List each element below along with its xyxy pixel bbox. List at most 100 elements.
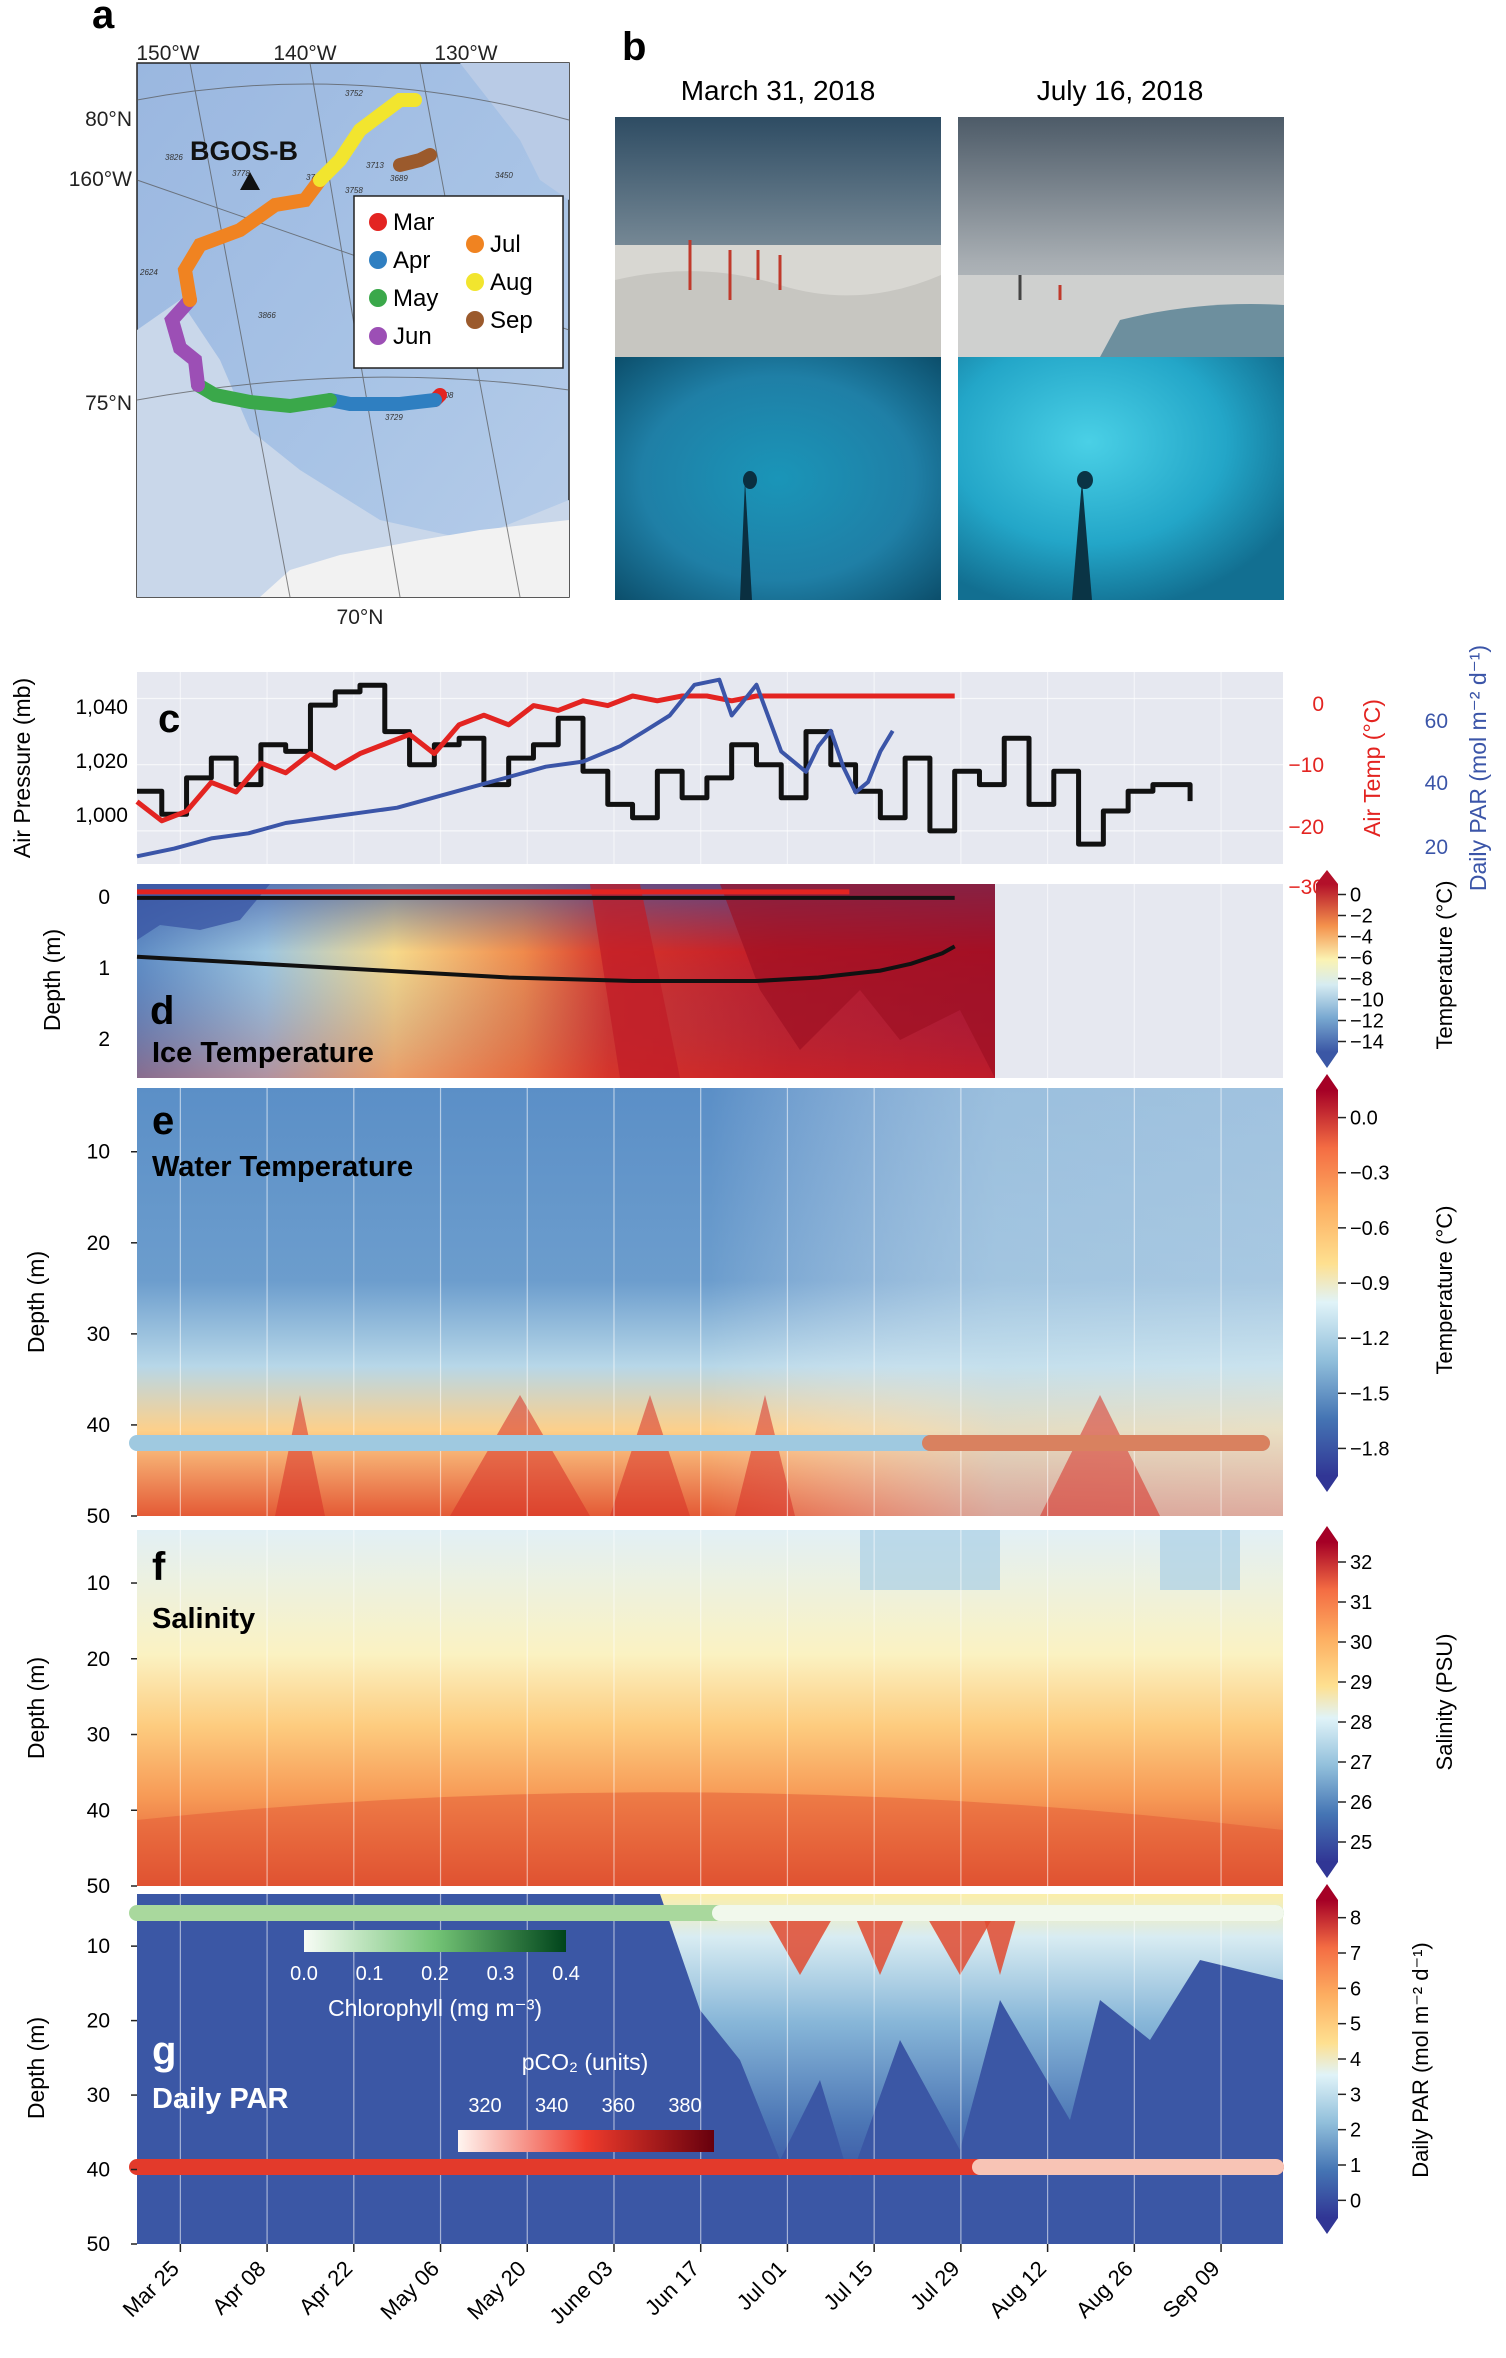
colorbar-tick: 26 xyxy=(1350,1792,1372,1814)
warm-intrusion xyxy=(1040,1395,1160,1516)
colorbar-label: Daily PAR (mol m⁻² d⁻¹) xyxy=(1408,1942,1433,2178)
colorbar-tick: 3 xyxy=(1350,2084,1361,2106)
chlorophyll-tick: 0.3 xyxy=(487,1963,515,1985)
x-tick-label: May 20 xyxy=(462,2256,531,2325)
ice-bottom-line xyxy=(136,944,956,983)
colorbar-tick: −12 xyxy=(1350,1011,1384,1033)
pco2-tick: 340 xyxy=(535,2095,568,2117)
x-axis: Mar 25 Apr 08 Apr 22 May 06 May 20 June 03 Jun… xyxy=(118,2244,1225,2329)
panel-g-title: Daily PAR xyxy=(152,2083,289,2115)
y-tick-left: 1,020 xyxy=(75,750,128,773)
y-ticks: 10 20 30 40 50 xyxy=(87,1141,137,1528)
colorbar-tick: 31 xyxy=(1350,1592,1372,1614)
y-tick: 30 xyxy=(87,1323,110,1346)
colorbar-ticks: 8 7 6 5 4 3 2 1 0 xyxy=(1338,1908,1361,2212)
y-tick: 40 xyxy=(87,2159,110,2182)
panel-e-letter: e xyxy=(152,1099,174,1143)
colorbar-tick: 28 xyxy=(1350,1712,1372,1734)
colorbar-tick: 30 xyxy=(1350,1632,1372,1654)
par-features xyxy=(760,1905,1020,1975)
colorbar xyxy=(1316,1542,1338,1862)
x-tick-label: Apr 22 xyxy=(294,2256,358,2320)
y-axis-label: Depth (m) xyxy=(23,1657,49,1759)
colorbar-tick: 2 xyxy=(1350,2120,1361,2142)
pco2-colorbar xyxy=(458,2130,714,2152)
panel-d: d Ice Temperature Depth (m) 0 1 2 0−2−4−… xyxy=(39,870,1457,1078)
y-tick-air-temp: −20 xyxy=(1288,816,1324,839)
salinity-features xyxy=(137,1530,1283,1886)
y-tick: 30 xyxy=(87,1724,110,1747)
y-tick: 10 xyxy=(87,1572,110,1595)
colorbar-ticks: 32 31 30 29 28 27 26 25 xyxy=(1338,1552,1372,1854)
fresh-surface-patch xyxy=(860,1530,1000,1590)
y-tick: 50 xyxy=(87,1505,110,1528)
chlorophyll-tick: 0.2 xyxy=(421,1963,449,1985)
colorbar-tick: −2 xyxy=(1350,906,1373,928)
colorbar xyxy=(1316,1090,1338,1476)
y-tick: 20 xyxy=(87,1232,110,1255)
y-tick: 10 xyxy=(87,1935,110,1958)
colorbar-tick: −4 xyxy=(1350,927,1373,949)
pco2-tick: 380 xyxy=(668,2095,701,2117)
series-air-temp xyxy=(135,693,955,824)
x-tick-label: Aug 12 xyxy=(984,2256,1051,2323)
warm-intrusion xyxy=(610,1395,690,1516)
chlorophyll-colorbar xyxy=(304,1930,566,1952)
y-tick-left: 1,040 xyxy=(75,696,128,719)
y-tick-left: 1,000 xyxy=(75,804,128,827)
panel-f-title: Salinity xyxy=(152,1603,255,1635)
x-tick-label: Jul 01 xyxy=(732,2256,791,2315)
chlorophyll-tick: 0.1 xyxy=(356,1963,384,1985)
warm-region xyxy=(720,884,995,1078)
chlorophyll-tick: 0.0 xyxy=(290,1963,318,1985)
plot-background xyxy=(137,672,1283,864)
series-air-pressure xyxy=(137,682,1193,847)
colorbar-label: Salinity (PSU) xyxy=(1432,1634,1457,1771)
y-axis-label: Depth (m) xyxy=(23,1251,49,1353)
x-tick-label: May 06 xyxy=(375,2256,444,2325)
y-tick: 40 xyxy=(87,1414,110,1437)
colorbar-tick: −1.2 xyxy=(1350,1328,1389,1350)
colorbar-tick: 0 xyxy=(1350,2190,1361,2212)
gridlines xyxy=(179,672,1222,864)
panel-f-letter: f xyxy=(152,1545,166,1589)
y-tick: 20 xyxy=(87,1648,110,1671)
colorbar-tick: 27 xyxy=(1350,1752,1372,1774)
colorbar-tick: −0.3 xyxy=(1350,1163,1389,1185)
colorbar xyxy=(1316,1900,1338,2218)
panel-d-title: Ice Temperature xyxy=(152,1037,374,1069)
colorbar xyxy=(1316,884,1338,1052)
panel-c-letter: c xyxy=(158,697,180,741)
y-axis-label: Depth (m) xyxy=(23,2017,49,2119)
high-par-region xyxy=(850,1905,910,1975)
colorbar-tick: 4 xyxy=(1350,2049,1361,2071)
colorbar-tick: 25 xyxy=(1350,1832,1372,1854)
x-tick-label: Jun 17 xyxy=(640,2256,704,2320)
panel-g-letter: g xyxy=(152,2029,176,2073)
series-daily-par xyxy=(136,677,895,859)
panel-e-title: Water Temperature xyxy=(152,1151,413,1183)
y-ticks: 10 20 30 40 50 xyxy=(87,1572,137,1898)
y-tick: 50 xyxy=(87,1875,110,1898)
y-tick: 40 xyxy=(87,1799,110,1822)
gridlines xyxy=(179,1894,1222,2244)
warm-intrusions xyxy=(275,1395,1160,1516)
x-tick-label: Aug 26 xyxy=(1071,2256,1138,2323)
y-tick-par: 60 xyxy=(1425,710,1448,733)
colorbar-tick: 6 xyxy=(1350,1978,1361,2000)
high-par-region xyxy=(760,1905,840,1975)
x-tick-label: Sep 09 xyxy=(1158,2256,1225,2323)
pco2-colorbar-label: pCO₂ (units) xyxy=(522,2049,649,2075)
line-series xyxy=(135,677,1283,859)
x-tick-label: Jul 29 xyxy=(905,2256,964,2315)
colorbar-tick: 1 xyxy=(1350,2155,1361,2177)
colorbar-label: Temperature (°C) xyxy=(1432,881,1457,1050)
colorbar-tick: −0.9 xyxy=(1350,1273,1389,1295)
y-tick: 20 xyxy=(87,2010,110,2033)
y-tick: 10 xyxy=(87,1141,110,1164)
y-axis-label-par: Daily PAR (mol m⁻² d⁻¹) xyxy=(1465,645,1491,891)
chlorophyll-colorbar-ticks: 0.0 0.1 0.2 0.3 0.4 xyxy=(290,1963,580,1985)
colorbar-tick: −0.6 xyxy=(1350,1218,1389,1240)
y-tick-air-temp: −10 xyxy=(1288,754,1324,777)
